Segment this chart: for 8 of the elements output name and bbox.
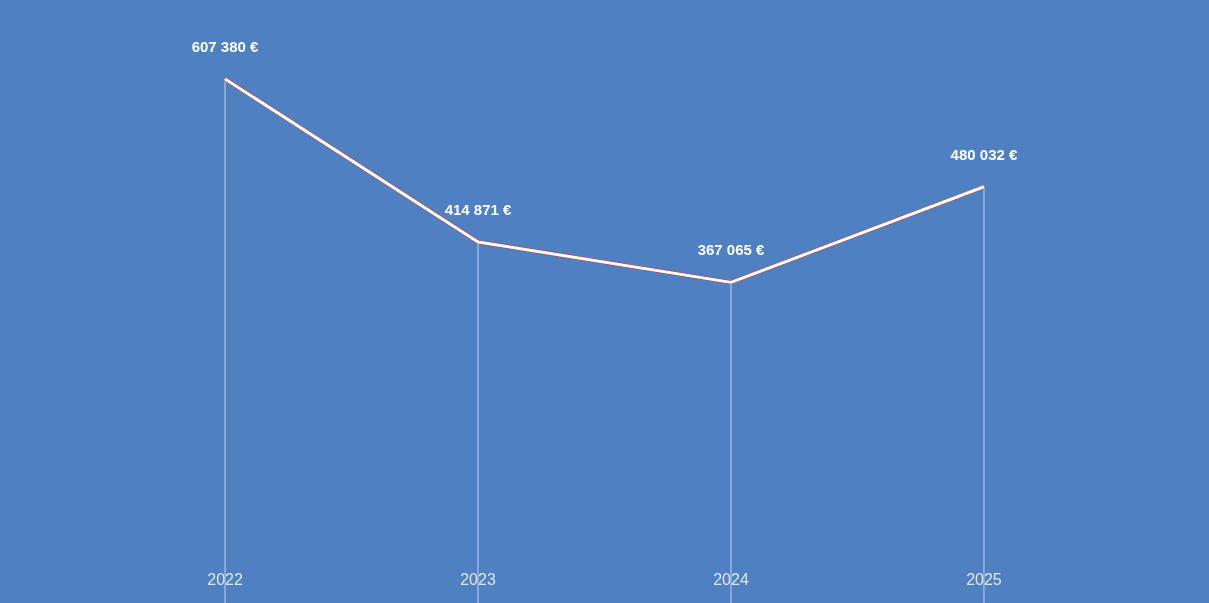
data-label: 480 032 € [950,145,1018,163]
x-tick-label: 2022 [207,570,243,588]
data-label: 607 380 € [191,38,260,55]
data-label: 367 065 € [697,241,766,259]
x-tick-label: 2025 [966,570,1002,588]
x-tick-label: 2023 [460,570,496,588]
data-label: 414 871 € [444,200,513,218]
x-tick-label: 2024 [713,570,749,588]
